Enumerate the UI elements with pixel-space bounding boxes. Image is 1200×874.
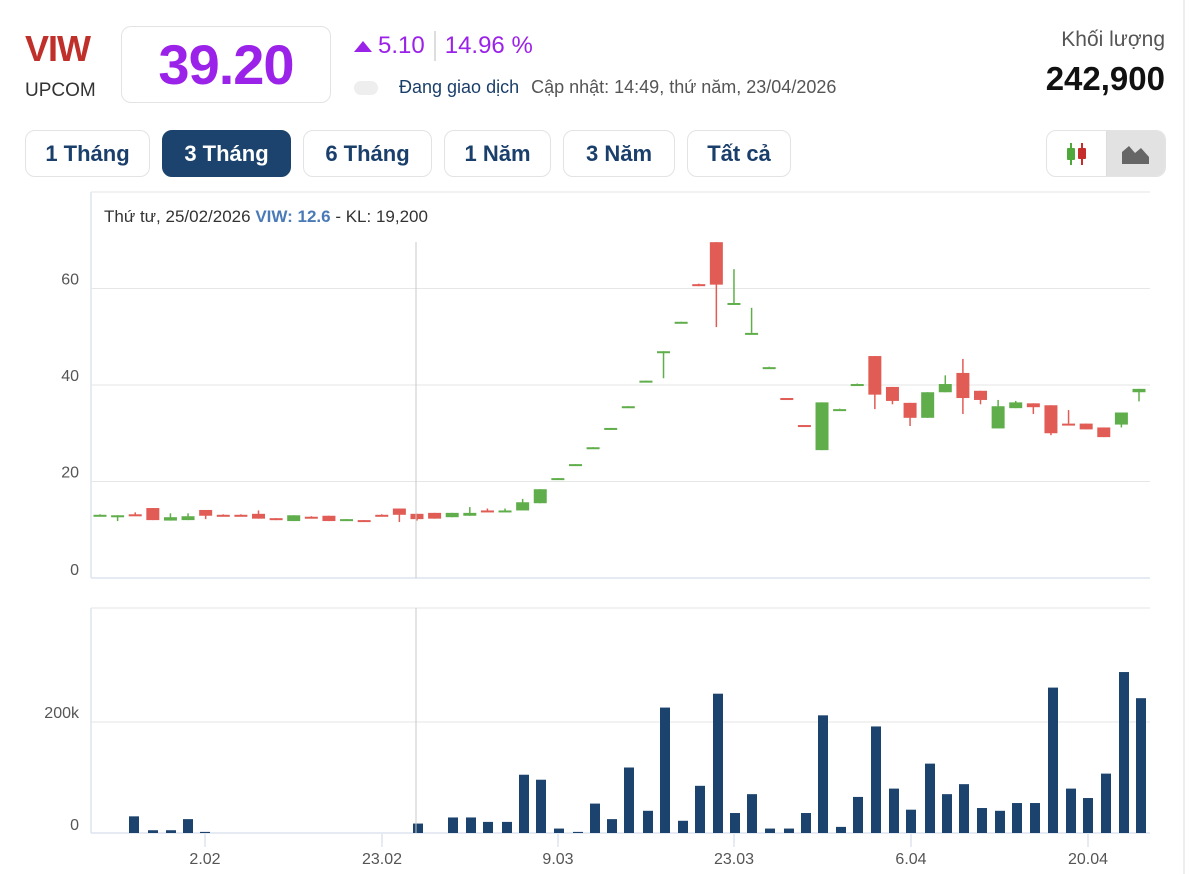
- change-value: 5.10: [378, 32, 425, 59]
- tab-6-months[interactable]: 6 Tháng: [303, 130, 432, 177]
- volume-value: 242,900: [1045, 60, 1165, 97]
- price-change: 5.10 14.96 %: [354, 31, 533, 61]
- candlestick-icon: [1067, 142, 1087, 165]
- tooltip-volume: - KL: 19,200: [335, 207, 428, 226]
- svg-text:6.04: 6.04: [895, 851, 926, 868]
- svg-text:23.03: 23.03: [714, 851, 754, 868]
- tab-all[interactable]: Tất cả: [687, 130, 791, 177]
- volume-grid: 200k 0: [44, 607, 1150, 834]
- svg-text:40: 40: [61, 368, 79, 385]
- svg-text:23.02: 23.02: [362, 851, 402, 868]
- chart-tooltip: Thứ tư, 25/02/2026 VIW: 12.6 - KL: 19,20…: [104, 207, 428, 227]
- up-arrow-icon: [354, 40, 372, 52]
- price-grid: 0 20 40 60: [61, 191, 1150, 579]
- price-box: 39.20: [121, 26, 331, 103]
- tooltip-price: VIW: 12.6: [255, 207, 331, 226]
- area-mode-button[interactable]: [1105, 131, 1165, 176]
- status-dot-icon: [354, 80, 378, 95]
- tab-1-year[interactable]: 1 Năm: [444, 130, 551, 177]
- ticker-symbol: VIW: [25, 28, 91, 69]
- chart-mode-toggle: [1046, 130, 1166, 177]
- svg-text:200k: 200k: [44, 705, 80, 722]
- trading-status: Đang giao dịch: [399, 77, 520, 97]
- candlestick-mode-button[interactable]: [1047, 131, 1106, 176]
- area-chart-icon: [1121, 145, 1149, 164]
- svg-text:0: 0: [70, 562, 79, 579]
- svg-text:60: 60: [61, 272, 79, 289]
- status-row: Đang giao dịch Cập nhật: 14:49, thứ năm,…: [354, 77, 836, 98]
- change-percent: 14.96 %: [444, 32, 533, 59]
- tab-3-years[interactable]: 3 Năm: [563, 130, 675, 177]
- volume-label: Khối lượng: [1061, 28, 1165, 51]
- volume-bars: [129, 672, 1146, 833]
- svg-text:9.03: 9.03: [542, 851, 573, 868]
- x-axis: 2.02 23.02 9.03 23.03 6.04 20.04: [189, 834, 1108, 868]
- current-price: 39.20: [158, 33, 294, 96]
- tab-3-months[interactable]: 3 Tháng: [162, 130, 291, 177]
- svg-text:20.04: 20.04: [1068, 851, 1108, 868]
- divider: [433, 31, 436, 61]
- svg-text:2.02: 2.02: [189, 851, 220, 868]
- tooltip-date: Thứ tư, 25/02/2026: [104, 207, 251, 226]
- exchange-label: UPCOM: [25, 80, 96, 101]
- updated-time: Cập nhật: 14:49, thứ năm, 23/04/2026: [531, 77, 837, 97]
- panel-edge: [1183, 0, 1185, 874]
- tab-1-month[interactable]: 1 Tháng: [25, 130, 150, 177]
- svg-text:0: 0: [70, 817, 79, 834]
- period-tabs: 1 Tháng 3 Tháng 6 Tháng 1 Năm 3 Năm Tất …: [25, 130, 791, 177]
- candlesticks: [93, 242, 1146, 523]
- svg-text:20: 20: [61, 465, 79, 482]
